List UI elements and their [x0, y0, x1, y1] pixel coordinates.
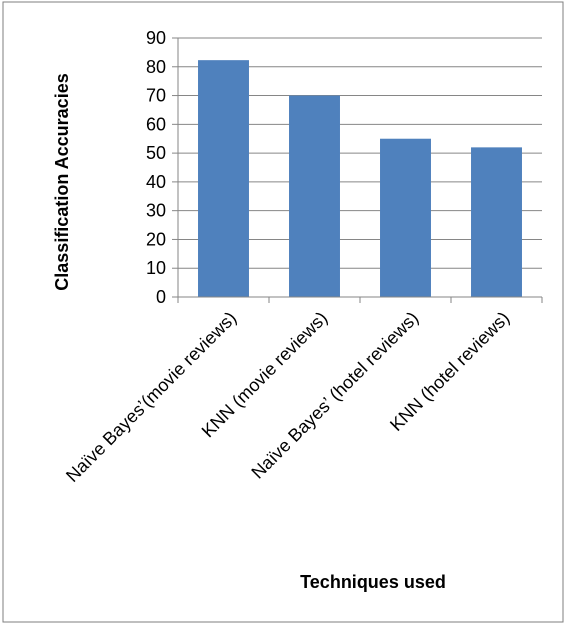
y-tick-label: 10 [146, 258, 166, 278]
y-tick-labels: 0 10 20 30 40 50 60 70 80 90 [146, 28, 166, 307]
y-tick-label: 50 [146, 143, 166, 163]
x-axis-title: Techniques used [300, 572, 446, 592]
bar [198, 60, 249, 297]
y-tick-label: 80 [146, 57, 166, 77]
bar [289, 95, 340, 297]
y-tick-label: 90 [146, 28, 166, 48]
axes [177, 38, 543, 303]
y-tick-label: 0 [156, 287, 166, 307]
bars [198, 60, 522, 297]
y-tick-label: 60 [146, 114, 166, 134]
y-tick-label: 40 [146, 172, 166, 192]
bar [380, 138, 431, 297]
bar [471, 147, 522, 297]
y-tick-label: 30 [146, 201, 166, 221]
y-tick-label: 70 [146, 86, 166, 106]
y-axis-title: Classification Accuracies [52, 73, 72, 290]
y-tick-label: 20 [146, 229, 166, 249]
